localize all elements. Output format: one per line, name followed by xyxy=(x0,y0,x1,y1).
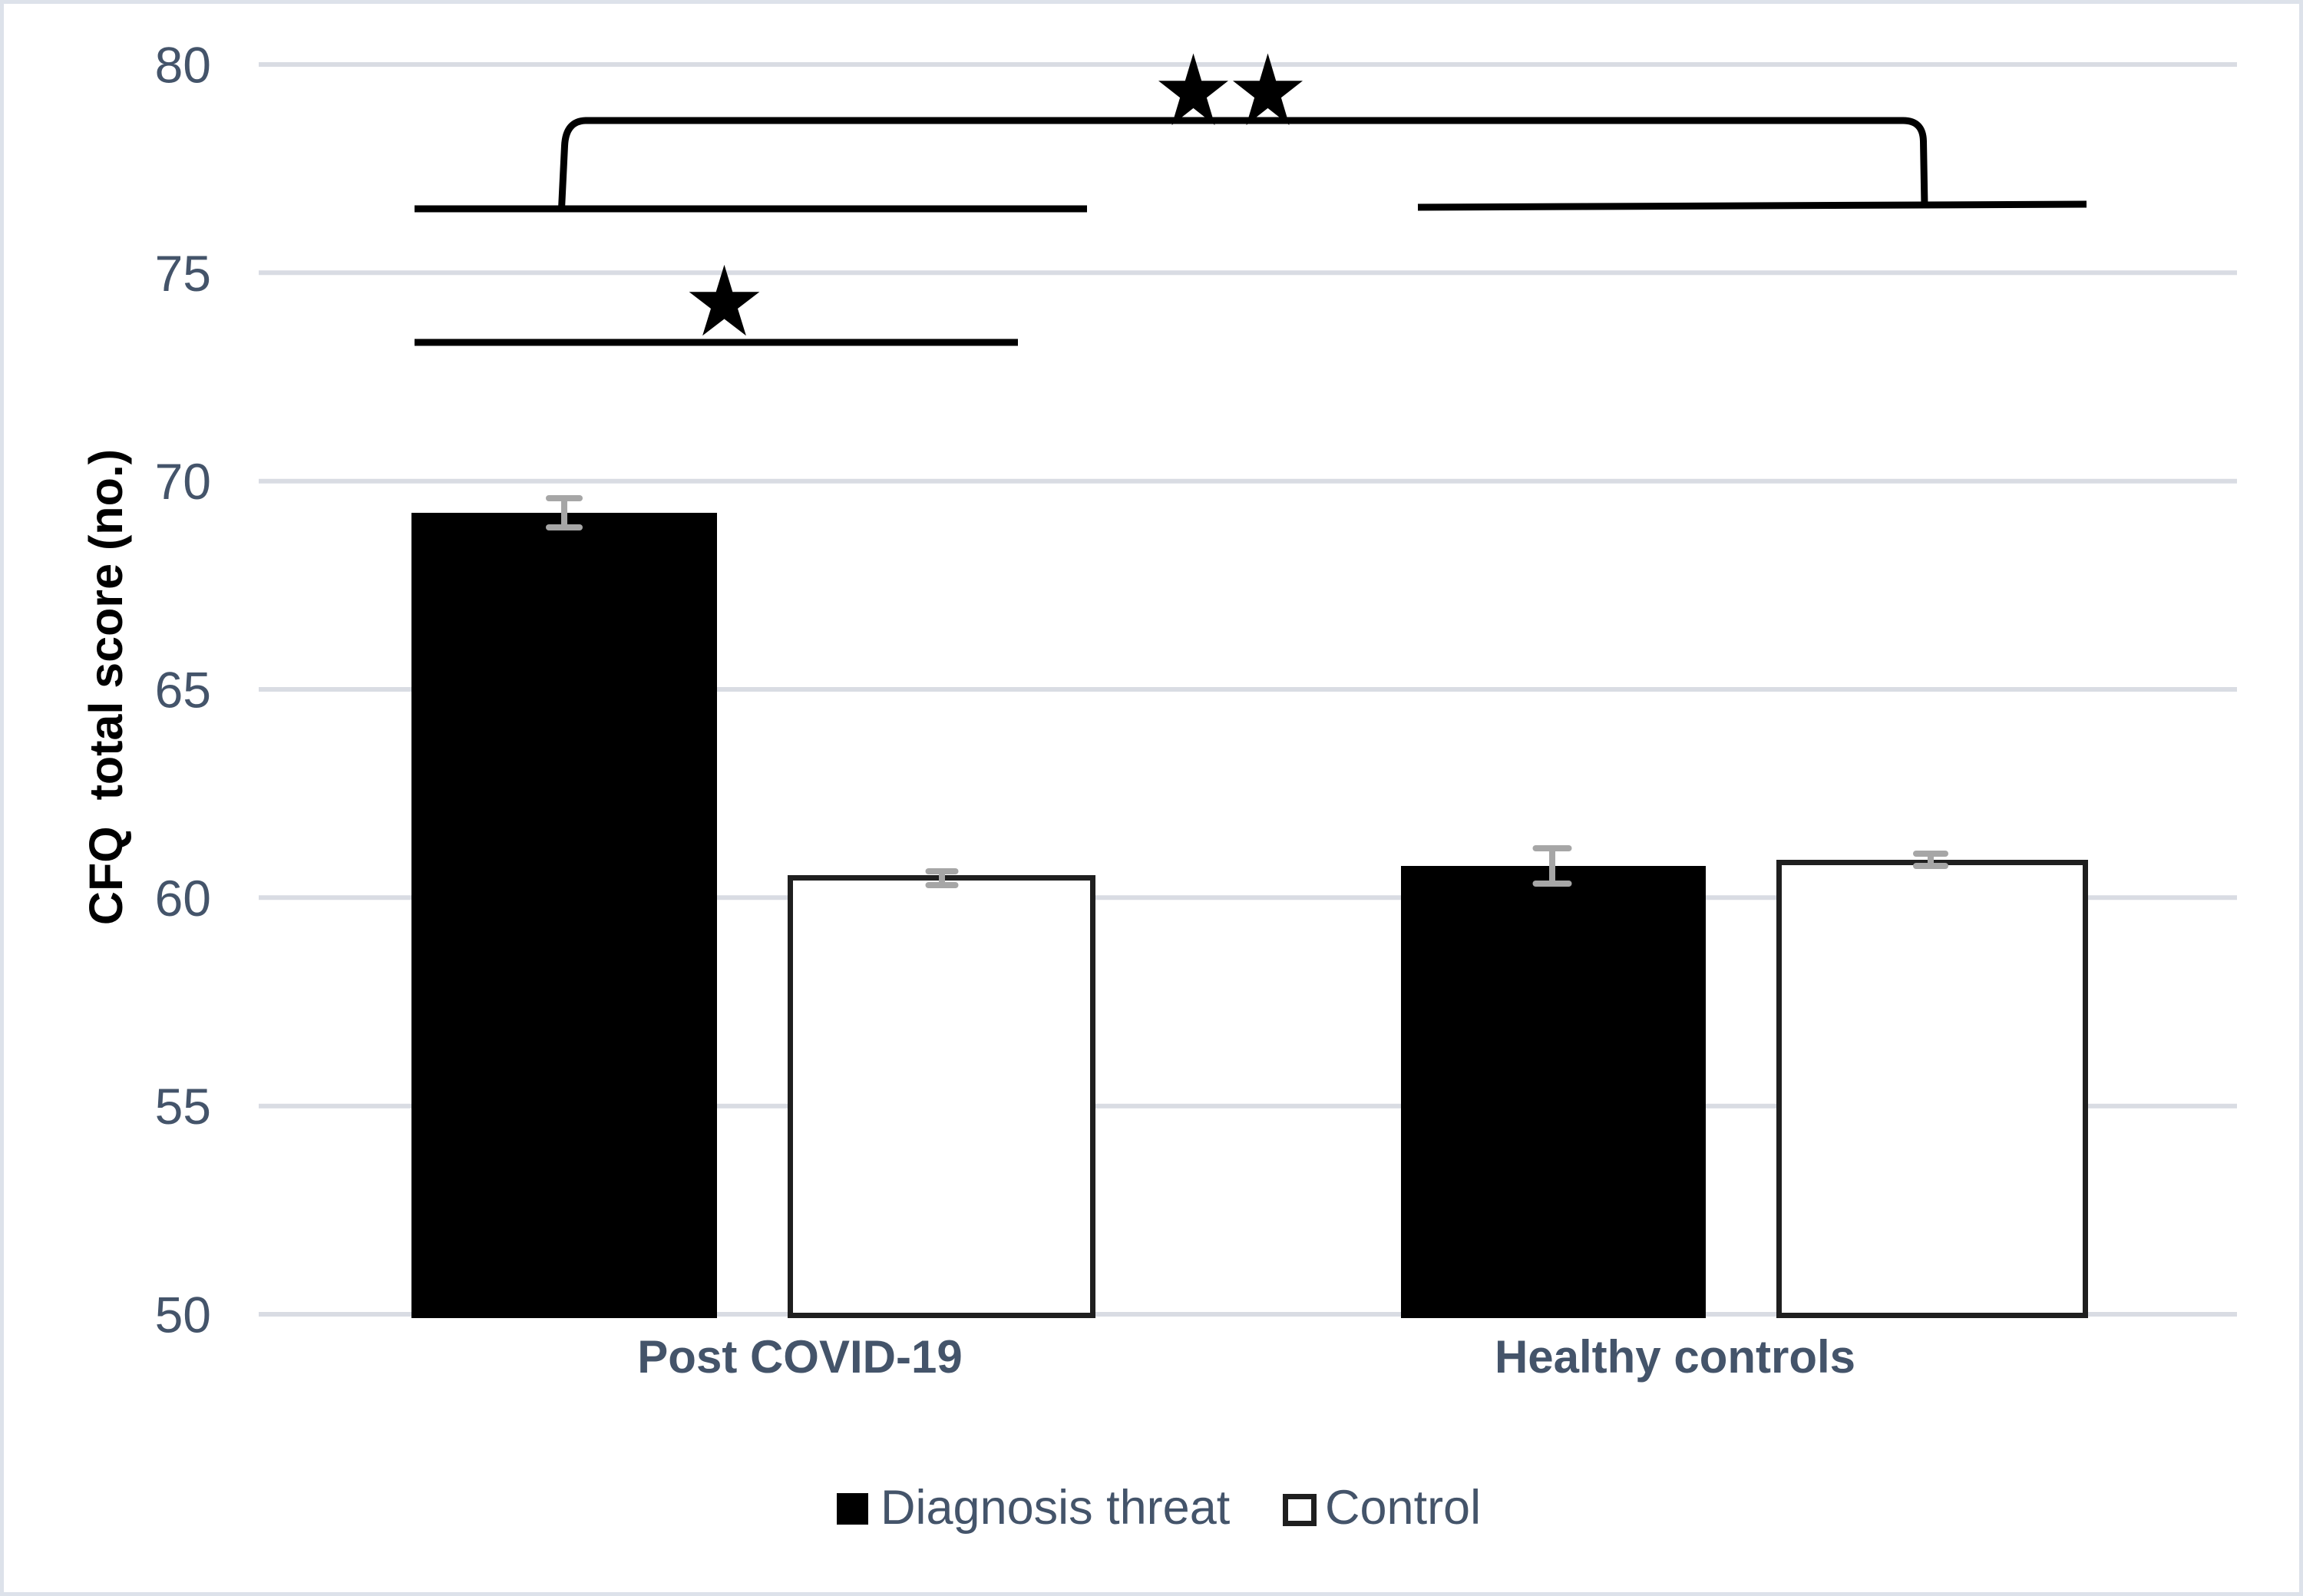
svg-text:75: 75 xyxy=(155,245,211,302)
svg-text:70: 70 xyxy=(155,453,211,510)
svg-text:65: 65 xyxy=(155,662,211,719)
svg-text:60: 60 xyxy=(155,870,211,927)
svg-text:80: 80 xyxy=(155,37,211,94)
svg-text:55: 55 xyxy=(155,1078,211,1135)
svg-text:Diagnosis threat: Diagnosis threat xyxy=(881,1481,1231,1535)
svg-text:Post COVID-19: Post COVID-19 xyxy=(637,1331,962,1383)
svg-text:Healthy controls: Healthy controls xyxy=(1495,1331,1855,1383)
svg-text:50: 50 xyxy=(155,1287,211,1343)
svg-text:Control: Control xyxy=(1325,1481,1481,1535)
svg-text:CFQ total score (no.): CFQ total score (no.) xyxy=(80,449,132,925)
